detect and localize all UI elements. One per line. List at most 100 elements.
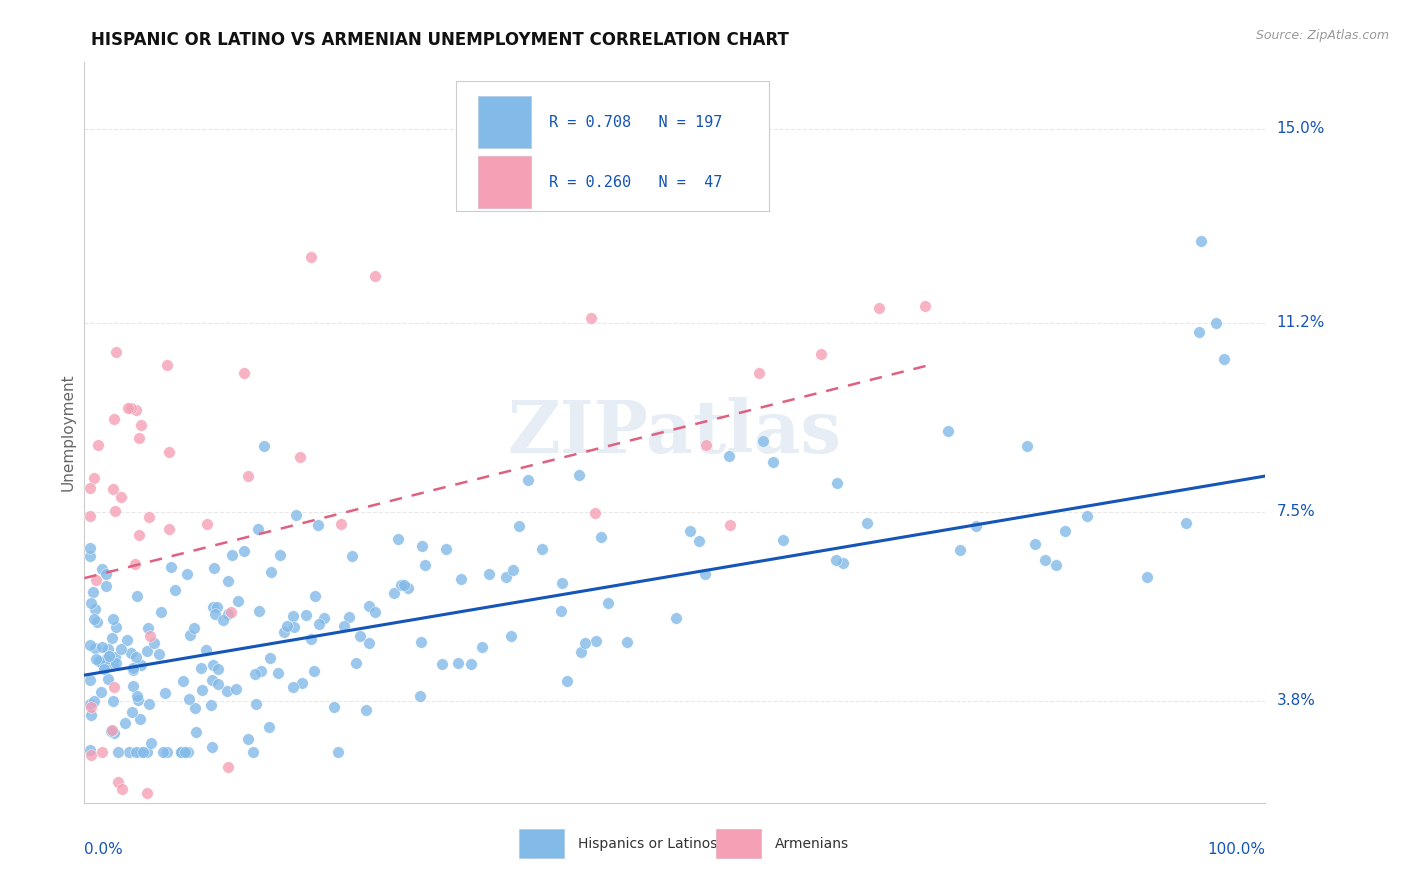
- Point: [253, 438, 276, 452]
- Point: [150, 605, 173, 619]
- Point: [364, 605, 387, 619]
- FancyBboxPatch shape: [478, 156, 531, 208]
- Point: [411, 539, 433, 553]
- Point: [97, 672, 120, 686]
- Point: [79, 673, 101, 687]
- Point: [215, 683, 238, 698]
- Point: [1053, 524, 1076, 539]
- Point: [304, 590, 326, 604]
- Point: [201, 600, 224, 615]
- Point: [121, 661, 143, 675]
- Point: [163, 583, 186, 598]
- Point: [91, 658, 114, 673]
- Point: [914, 299, 936, 313]
- Point: [177, 745, 200, 759]
- Point: [194, 642, 217, 657]
- Text: R = 0.260   N =  47: R = 0.260 N = 47: [548, 175, 721, 189]
- Point: [157, 522, 180, 536]
- Point: [259, 720, 281, 734]
- Point: [183, 621, 205, 635]
- Point: [83, 694, 105, 708]
- Point: [91, 640, 114, 655]
- Point: [90, 562, 112, 576]
- Point: [471, 640, 494, 654]
- Point: [250, 664, 273, 678]
- Point: [295, 607, 318, 622]
- Point: [136, 621, 159, 635]
- Point: [170, 745, 193, 759]
- Point: [387, 532, 409, 546]
- Point: [153, 685, 176, 699]
- Point: [143, 635, 166, 649]
- Point: [124, 557, 146, 571]
- Point: [94, 566, 117, 581]
- Point: [97, 641, 120, 656]
- Point: [101, 694, 124, 708]
- Text: Hispanics or Latinos: Hispanics or Latinos: [578, 837, 717, 850]
- Point: [138, 629, 160, 643]
- Point: [283, 620, 305, 634]
- Point: [233, 543, 256, 558]
- Point: [752, 434, 775, 449]
- Point: [430, 657, 453, 672]
- Point: [856, 516, 879, 530]
- Point: [201, 739, 224, 754]
- Point: [308, 617, 330, 632]
- Point: [101, 658, 124, 673]
- Point: [98, 648, 121, 663]
- Point: [114, 716, 136, 731]
- Point: [1024, 537, 1046, 551]
- Point: [94, 579, 117, 593]
- Point: [762, 455, 785, 469]
- FancyBboxPatch shape: [519, 830, 564, 857]
- Point: [79, 549, 101, 563]
- Y-axis label: Unemployment: Unemployment: [60, 374, 76, 491]
- Point: [748, 366, 770, 380]
- Point: [825, 553, 848, 567]
- Point: [202, 560, 225, 574]
- Point: [90, 685, 112, 699]
- Point: [94, 651, 117, 665]
- Point: [104, 504, 127, 518]
- Point: [772, 533, 794, 547]
- Point: [329, 516, 352, 531]
- Text: Source: ZipAtlas.com: Source: ZipAtlas.com: [1256, 29, 1389, 42]
- Point: [236, 468, 259, 483]
- Point: [83, 471, 105, 485]
- Point: [530, 541, 553, 556]
- Point: [434, 542, 457, 557]
- Point: [583, 506, 606, 520]
- Point: [450, 572, 472, 586]
- Point: [121, 706, 143, 720]
- Point: [110, 490, 132, 504]
- Point: [117, 401, 139, 416]
- Point: [87, 438, 110, 452]
- Point: [195, 516, 218, 531]
- Point: [138, 509, 160, 524]
- Point: [245, 697, 267, 711]
- Point: [155, 745, 177, 759]
- Point: [125, 650, 148, 665]
- Point: [966, 518, 988, 533]
- Point: [266, 665, 288, 680]
- Point: [84, 652, 107, 666]
- Text: 7.5%: 7.5%: [1277, 504, 1315, 519]
- Point: [135, 786, 157, 800]
- Point: [810, 347, 832, 361]
- Point: [396, 581, 419, 595]
- Point: [323, 700, 346, 714]
- Point: [173, 674, 195, 689]
- Point: [276, 619, 298, 633]
- Point: [157, 445, 180, 459]
- Point: [1076, 509, 1098, 524]
- Point: [868, 301, 890, 315]
- Point: [364, 269, 387, 284]
- Point: [79, 638, 101, 652]
- FancyBboxPatch shape: [478, 96, 531, 148]
- Point: [598, 596, 620, 610]
- Point: [207, 677, 229, 691]
- Point: [312, 611, 335, 625]
- Point: [103, 680, 125, 694]
- Point: [87, 654, 110, 668]
- Point: [217, 760, 239, 774]
